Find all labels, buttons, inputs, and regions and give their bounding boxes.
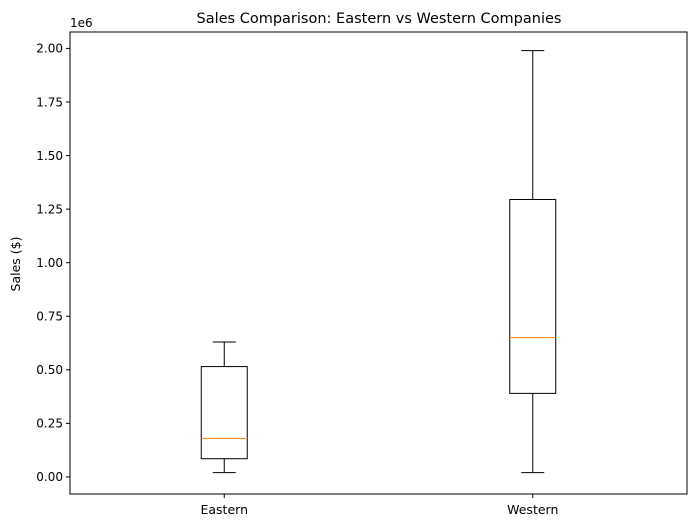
chart-title: Sales Comparison: Eastern vs Western Com… [197,11,562,27]
y-tick-label: 0.00 [36,470,63,484]
y-tick-label: 1.50 [36,149,63,163]
y-tick-label: 0.50 [36,363,63,377]
y-tick-label: 1.00 [36,256,63,270]
y-offset-label: 1e6 [70,16,93,30]
box-western [509,50,557,474]
plot-frame [69,31,688,495]
box-eastern [200,341,248,474]
x-tick-label: Western [507,502,558,517]
iqr-box [509,198,557,394]
iqr-box [200,366,248,460]
box-series [200,50,557,474]
y-tick-label: 0.25 [36,417,63,431]
y-tick-label: 0.75 [36,310,63,324]
y-axis-ticks: 0.00 0.25 0.50 0.75 1.00 1.25 1.50 1.75 2.00 [36,42,70,484]
x-tick-label: Eastern [200,502,248,517]
y-tick-label: 1.75 [36,95,63,109]
x-axis-ticks: Eastern Western [200,494,558,517]
y-tick-label: 1.25 [36,202,63,216]
y-tick-label: 2.00 [36,42,63,56]
y-axis-label: Sales ($) [8,237,23,292]
